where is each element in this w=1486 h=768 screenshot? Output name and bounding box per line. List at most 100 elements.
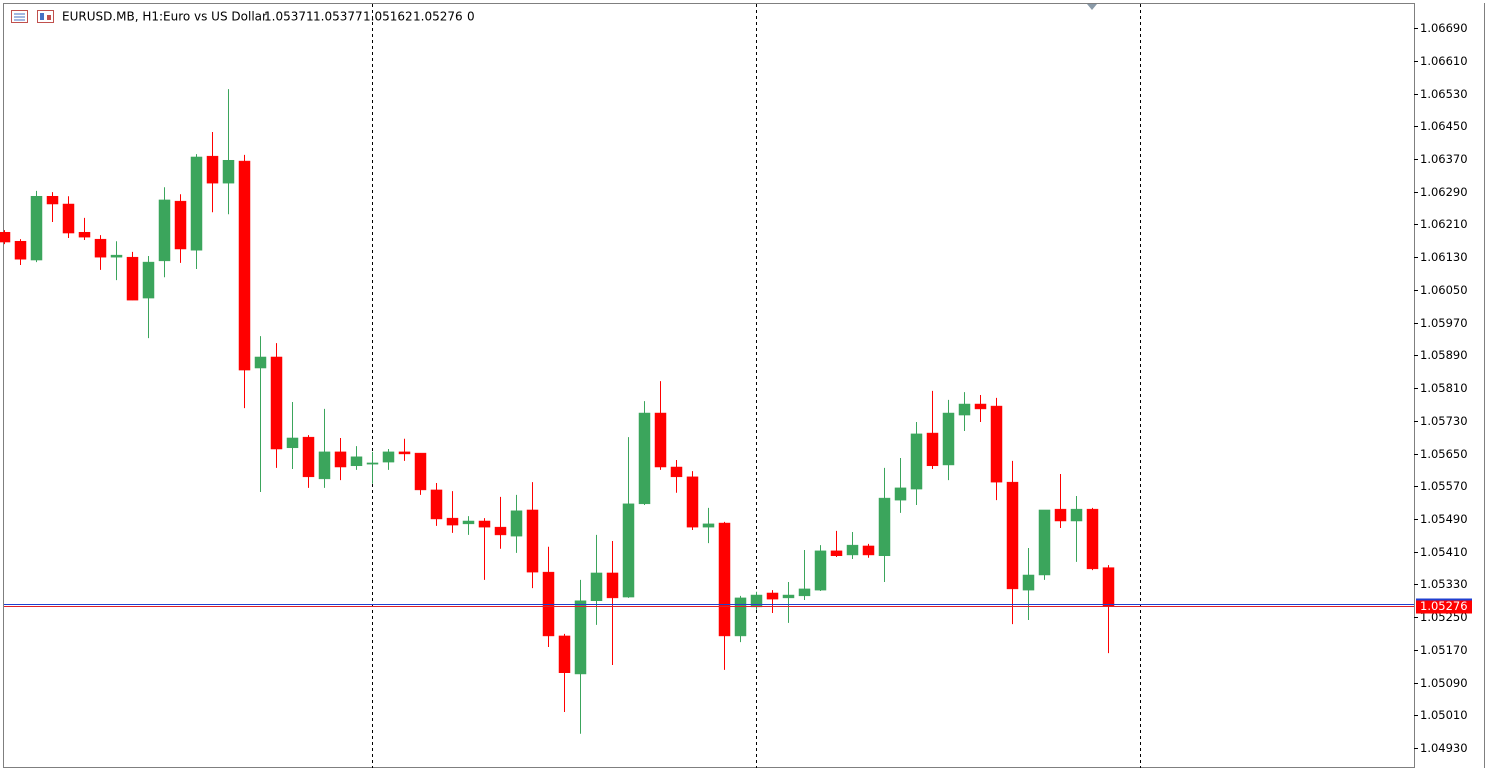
y-tick-label: 1.06610 — [1420, 54, 1468, 68]
y-tick-label: 1.06370 — [1420, 152, 1468, 166]
candle-body — [750, 594, 763, 608]
candle-body — [990, 405, 1003, 483]
y-tick-label: 1.06530 — [1420, 87, 1468, 101]
y-tick-label: 1.05810 — [1420, 381, 1468, 395]
y-tick-label: 1.05010 — [1420, 708, 1468, 722]
icon — [40, 13, 44, 20]
candle-body — [1022, 574, 1035, 591]
candle-body — [590, 572, 603, 602]
candle-body — [142, 261, 155, 299]
header-icons — [11, 10, 54, 23]
candle-body — [366, 462, 379, 465]
y-tick-label: 1.05410 — [1420, 545, 1468, 559]
candle-body — [606, 572, 619, 599]
symbol: EURUSD.MB, H1: — [62, 10, 163, 24]
candle-body — [62, 203, 75, 234]
candle-body — [958, 403, 971, 416]
y-tick-label: 1.06450 — [1420, 119, 1468, 133]
candle-body — [126, 256, 139, 301]
candle-body — [1054, 508, 1067, 522]
candle-body — [1006, 481, 1019, 590]
y-tick-label: 1.06050 — [1420, 283, 1468, 297]
y-tick-label: 1.06690 — [1420, 21, 1468, 35]
candle-body — [0, 231, 11, 243]
header-tail: 0 — [467, 10, 475, 24]
candle-body — [78, 231, 91, 238]
price-tag-bg — [1416, 599, 1472, 614]
candle-body — [238, 160, 251, 371]
candle-body — [94, 238, 107, 258]
header-open: 1.05371 — [264, 10, 314, 24]
candle-body — [270, 356, 283, 450]
candle-body — [46, 195, 59, 205]
candle-body — [638, 412, 651, 505]
y-tick-label: 1.05170 — [1420, 643, 1468, 657]
candle-body — [398, 451, 411, 455]
candle-body — [382, 451, 395, 463]
y-tick-label: 1.05570 — [1420, 479, 1468, 493]
candle-body — [526, 509, 539, 573]
candle-body — [302, 436, 315, 478]
icon — [47, 15, 51, 20]
candle-body — [798, 588, 811, 597]
candle-body — [670, 466, 683, 478]
candle-body — [846, 544, 859, 556]
y-tick-label: 1.05650 — [1420, 447, 1468, 461]
icon — [37, 10, 54, 23]
candle-body — [494, 526, 507, 536]
candle-body — [510, 510, 523, 537]
candle-body — [558, 635, 571, 673]
candle-body — [286, 437, 299, 449]
header-close: 1.05276 — [413, 10, 463, 24]
candle-body — [814, 550, 827, 591]
y-tick-label: 1.05890 — [1420, 348, 1468, 362]
candle-body — [1086, 508, 1099, 570]
price-tag: 1.05276 — [1420, 599, 1468, 613]
candle-body — [910, 433, 923, 490]
candle-body — [974, 403, 987, 410]
candle-body — [430, 489, 443, 520]
candle-body — [622, 503, 635, 598]
candle-body — [878, 497, 891, 557]
candle-body — [254, 356, 267, 369]
header-high: 1.05377 — [313, 10, 363, 24]
candle-body — [654, 412, 667, 468]
candle-body — [414, 452, 427, 491]
candle-body — [862, 545, 875, 556]
candle-body — [174, 200, 187, 250]
candle-body — [686, 476, 699, 528]
candle-body — [574, 600, 587, 675]
candle-body — [926, 432, 939, 467]
candle-body — [766, 592, 779, 600]
y-tick-label: 1.06290 — [1420, 185, 1468, 199]
candle-body — [782, 594, 795, 599]
y-tick-label: 1.05490 — [1420, 512, 1468, 526]
candle-body — [158, 199, 171, 262]
y-tick-label: 1.05090 — [1420, 676, 1468, 690]
candle-body — [30, 195, 43, 261]
candle-body — [222, 159, 235, 184]
candle-body — [1038, 509, 1051, 576]
candle-body — [1070, 508, 1083, 522]
y-tick-label: 1.06210 — [1420, 217, 1468, 231]
y-tick-label: 1.05970 — [1420, 316, 1468, 330]
candle-body — [350, 456, 363, 467]
candle-body — [14, 240, 27, 260]
candle-body — [718, 522, 731, 637]
candle-body — [894, 487, 907, 501]
y-tick-label: 1.05330 — [1420, 577, 1468, 591]
candle-body — [190, 156, 203, 251]
candle-body — [1102, 567, 1115, 607]
y-tick-label: 1.04930 — [1420, 741, 1468, 755]
description: Euro vs US Dollar — [163, 10, 267, 24]
y-tick-label: 1.06130 — [1420, 250, 1468, 264]
candle-body — [318, 451, 331, 480]
candle-body — [830, 550, 843, 557]
header-low: 1.05162 — [363, 10, 413, 24]
candle-body — [478, 520, 491, 528]
candle-body — [702, 523, 715, 528]
candle-body — [110, 254, 123, 258]
